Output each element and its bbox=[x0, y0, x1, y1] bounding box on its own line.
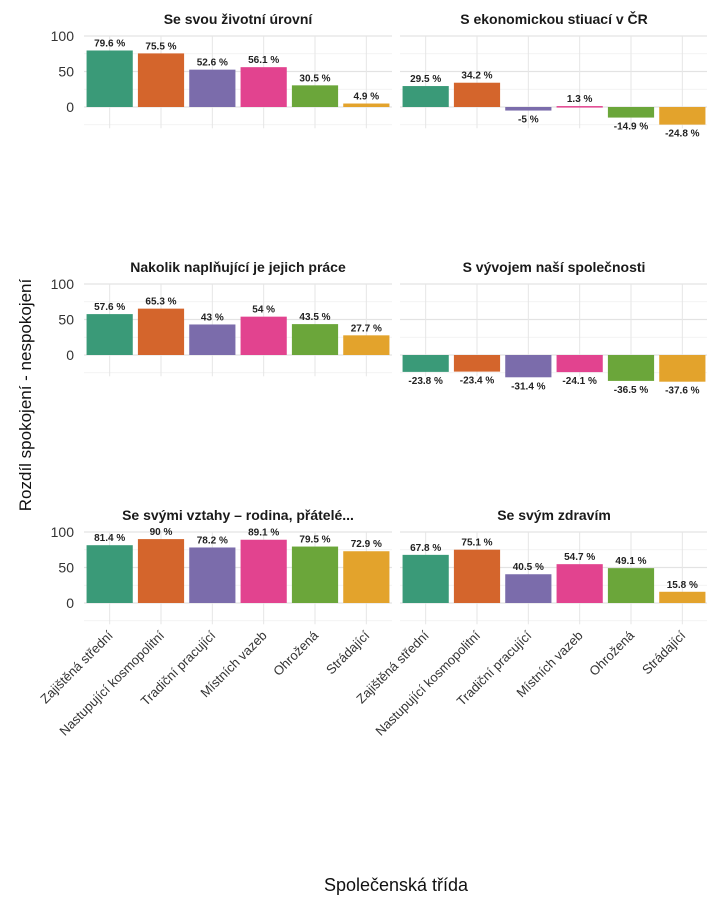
panel: Nakolik naplňující je jejich práce 0 50 100… bbox=[51, 259, 392, 377]
bar bbox=[505, 574, 552, 603]
panel-title: Se svým zdravím bbox=[497, 507, 611, 523]
bar bbox=[86, 314, 133, 355]
data-label: 54.7 % bbox=[564, 552, 595, 563]
bar bbox=[453, 549, 501, 603]
y-tick-label: 50 bbox=[58, 64, 74, 80]
data-label: 43 % bbox=[201, 312, 224, 323]
data-label: 79.5 % bbox=[299, 535, 330, 546]
panel: S ekonomickou stiuací v ČR 29.5 % 34.2 % -5… bbox=[400, 10, 707, 140]
data-label: 30.5 % bbox=[299, 73, 330, 84]
bar bbox=[137, 53, 185, 107]
panel-title: Nakolik naplňující je jejich práce bbox=[130, 259, 346, 275]
bar bbox=[659, 107, 706, 125]
data-label: 78.2 % bbox=[197, 535, 228, 546]
y-tick-label: 100 bbox=[51, 276, 75, 292]
data-label: 40.5 % bbox=[513, 562, 544, 573]
panel-title: Se svou životní úrovní bbox=[164, 11, 314, 27]
data-label: 67.8 % bbox=[410, 543, 441, 554]
panel: Se svými vztahy – rodina, přátelé... 0 50 1… bbox=[51, 507, 392, 625]
bar bbox=[402, 355, 449, 372]
y-tick-label: 0 bbox=[66, 595, 74, 611]
bar bbox=[189, 324, 236, 355]
data-label: 34.2 % bbox=[461, 71, 492, 82]
data-label: 89.1 % bbox=[248, 528, 279, 539]
data-label: 75.1 % bbox=[461, 538, 492, 549]
bar bbox=[402, 86, 449, 107]
panel: Se svou životní úrovní 0 50 100 79.6 % 75.5 %… bbox=[51, 11, 392, 129]
data-label: 27.7 % bbox=[351, 323, 382, 334]
data-label: 65.3 % bbox=[145, 297, 176, 308]
panel-title: Se svými vztahy – rodina, přátelé... bbox=[122, 507, 354, 523]
data-label: 52.6 % bbox=[197, 58, 228, 69]
y-tick-label: 0 bbox=[66, 347, 74, 363]
data-label: -24.8 % bbox=[665, 129, 700, 140]
bar bbox=[453, 82, 501, 107]
y-tick-label: 100 bbox=[51, 28, 75, 44]
data-label: 57.6 % bbox=[94, 302, 125, 313]
data-label: -31.4 % bbox=[511, 381, 546, 392]
bar bbox=[505, 355, 552, 378]
bar bbox=[240, 316, 287, 355]
bar bbox=[86, 50, 133, 107]
data-label: 1.3 % bbox=[567, 94, 593, 105]
panel-title: S vývojem naší společnosti bbox=[463, 259, 646, 275]
bar bbox=[556, 106, 603, 108]
data-label: 43.5 % bbox=[299, 312, 330, 323]
panel: S vývojem naší společnosti -23.8 % -23.4 %… bbox=[400, 259, 707, 397]
data-label: 15.8 % bbox=[667, 580, 698, 591]
bar bbox=[137, 539, 185, 603]
data-label: -23.4 % bbox=[460, 376, 495, 387]
y-tick-label: 100 bbox=[51, 524, 75, 540]
y-tick-label: 50 bbox=[58, 312, 74, 328]
bar bbox=[607, 568, 655, 603]
bar bbox=[453, 355, 501, 372]
bar bbox=[343, 551, 390, 603]
data-label: 79.6 % bbox=[94, 38, 125, 49]
y-tick-label: 50 bbox=[58, 560, 74, 576]
bar bbox=[240, 67, 287, 107]
data-label: 4.9 % bbox=[354, 92, 380, 103]
bar bbox=[659, 355, 706, 382]
bar bbox=[659, 591, 706, 603]
x-axis-title: Společenská třída bbox=[324, 875, 469, 895]
bar bbox=[189, 547, 236, 603]
bar bbox=[291, 546, 339, 603]
bar bbox=[556, 355, 603, 373]
data-label: 90 % bbox=[150, 527, 173, 538]
panel: Se svým zdravím 67.8 % 75.1 % 40.5 % 54.7 % 4… bbox=[400, 507, 707, 625]
data-label: -24.1 % bbox=[562, 376, 597, 387]
bar bbox=[291, 85, 339, 107]
bar bbox=[556, 564, 603, 603]
data-label: 29.5 % bbox=[410, 74, 441, 85]
data-label: 81.4 % bbox=[94, 533, 125, 544]
data-label: 72.9 % bbox=[351, 539, 382, 550]
data-label: -5 % bbox=[518, 115, 539, 126]
bar bbox=[343, 103, 390, 107]
data-label: 75.5 % bbox=[145, 41, 176, 52]
bar bbox=[505, 107, 552, 111]
panel-title: S ekonomickou stiuací v ČR bbox=[460, 10, 648, 27]
data-label: -23.8 % bbox=[408, 376, 443, 387]
data-label: -36.5 % bbox=[614, 385, 649, 396]
bar bbox=[240, 539, 287, 603]
y-tick-label: 0 bbox=[66, 99, 74, 115]
data-label: -37.6 % bbox=[665, 386, 700, 397]
data-label: 54 % bbox=[252, 305, 275, 316]
bar bbox=[86, 545, 133, 603]
bar bbox=[607, 355, 655, 381]
bar bbox=[607, 107, 655, 118]
bar bbox=[402, 554, 449, 603]
data-label: 56.1 % bbox=[248, 55, 279, 66]
data-label: -14.9 % bbox=[614, 122, 649, 133]
data-label: 49.1 % bbox=[615, 556, 646, 567]
bar bbox=[291, 324, 339, 355]
bar bbox=[343, 335, 390, 355]
y-axis-title: Rozdíl spokojení - nespokojení bbox=[16, 278, 35, 511]
bar bbox=[137, 308, 185, 355]
panels: Se svou životní úrovní 0 50 100 79.6 % 75.5 %… bbox=[51, 10, 707, 625]
bar bbox=[189, 69, 236, 107]
